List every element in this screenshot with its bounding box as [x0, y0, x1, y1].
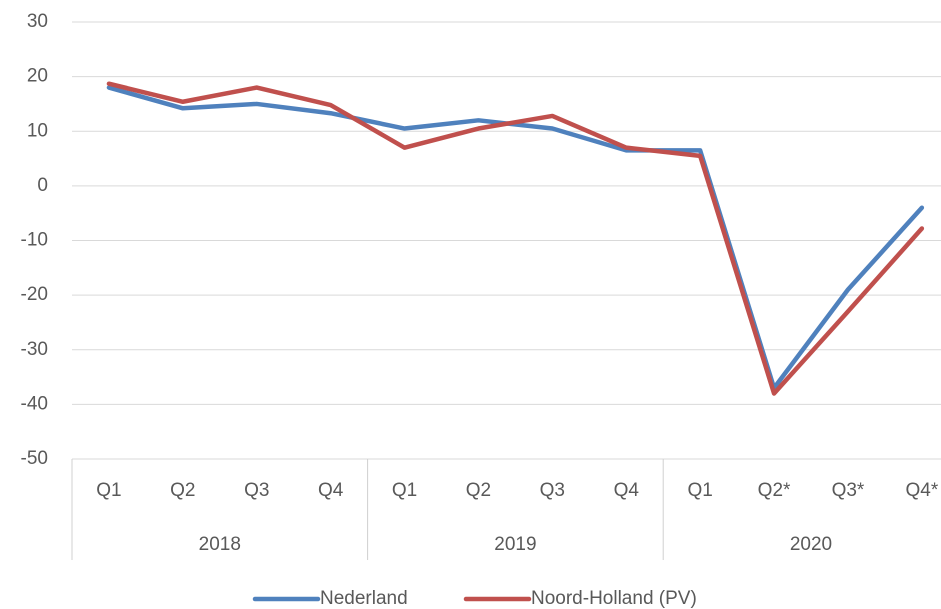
- y-tick-label: 10: [27, 120, 48, 141]
- legend-label: Nederland: [320, 588, 408, 609]
- y-tick-label: -10: [21, 230, 48, 251]
- y-tick-label: -50: [21, 448, 48, 469]
- x-tick-label: Q1: [687, 480, 712, 501]
- x-tick-label: Q1: [392, 480, 417, 501]
- x-tick-label: Q2: [170, 480, 195, 501]
- x-tick-label: Q4: [614, 480, 640, 501]
- x-tick-label: Q2*: [758, 480, 791, 501]
- x-tick-label: Q3*: [832, 480, 865, 501]
- legend-label: Noord-Holland (PV): [531, 588, 697, 609]
- group-label: 2018: [199, 534, 241, 555]
- y-tick-label: -30: [21, 339, 48, 360]
- x-tick-label: Q3: [540, 480, 565, 501]
- series-line: [106, 85, 925, 391]
- group-label: 2019: [494, 534, 536, 555]
- group-label: 2020: [790, 534, 832, 555]
- y-tick-label: 0: [37, 175, 48, 196]
- x-tick-label: Q4: [318, 480, 344, 501]
- series-line: [106, 81, 925, 396]
- x-tick-label: Q3: [244, 480, 269, 501]
- y-tick-label: -20: [21, 284, 48, 305]
- y-tick-label: 20: [27, 66, 48, 87]
- x-tick-label: Q4*: [905, 480, 938, 501]
- x-tick-label: Q2: [466, 480, 491, 501]
- y-tick-label: -40: [21, 393, 48, 414]
- x-tick-label: Q1: [96, 480, 121, 501]
- y-tick-label: 30: [27, 11, 48, 32]
